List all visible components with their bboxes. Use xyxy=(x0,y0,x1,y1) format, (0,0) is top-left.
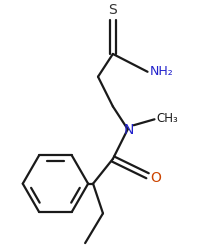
Text: O: O xyxy=(151,171,161,185)
Text: NH₂: NH₂ xyxy=(150,65,173,78)
Text: N: N xyxy=(124,123,134,137)
Text: CH₃: CH₃ xyxy=(156,112,178,125)
Text: S: S xyxy=(108,3,117,17)
